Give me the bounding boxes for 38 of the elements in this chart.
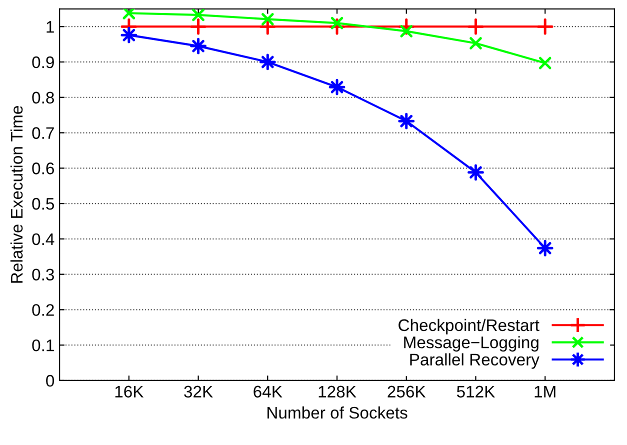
y-axis-title: Relative Execution Time xyxy=(10,106,23,283)
point xyxy=(190,18,206,35)
point xyxy=(470,37,482,50)
y-tick-label: 0.3 xyxy=(32,268,54,281)
y-tick-label: 0.2 xyxy=(32,304,54,316)
y-tick-label: 0.8 xyxy=(32,92,54,104)
x-tick-label: 512K xyxy=(456,386,496,398)
legend-label: Message−Logging xyxy=(404,336,538,352)
y-tick-label: 0.7 xyxy=(32,127,54,139)
x-tick-label: 64K xyxy=(254,386,282,398)
point xyxy=(259,54,276,70)
x-tick-label: 256K xyxy=(388,386,426,398)
y-tick-label: 0.1 xyxy=(32,339,54,352)
x-tick-label: 32K xyxy=(184,386,213,398)
point xyxy=(190,38,206,54)
y-tick-label: 1 xyxy=(46,21,54,33)
y-tick-label: 0.5 xyxy=(32,198,54,210)
point xyxy=(328,78,346,96)
y-tick-label: 0.4 xyxy=(32,233,54,246)
point xyxy=(538,56,552,70)
x-tick-label: 16K xyxy=(115,386,144,398)
y-tick-label: 0 xyxy=(46,374,54,387)
y-tick-label: 0.9 xyxy=(32,56,54,68)
point xyxy=(536,240,554,256)
x-tick-label: 1M xyxy=(534,386,556,398)
point xyxy=(468,164,484,181)
legend-label: Parallel Recovery xyxy=(410,353,540,369)
point xyxy=(536,18,554,35)
y-tick-label: 0.6 xyxy=(32,162,54,174)
point xyxy=(468,18,484,35)
point xyxy=(120,26,138,44)
point xyxy=(398,112,415,130)
point xyxy=(261,13,274,26)
point xyxy=(122,8,136,20)
point xyxy=(192,8,204,22)
legend-label: Checkpoint/Restart xyxy=(398,318,540,334)
x-axis-title: Number of Sockets xyxy=(268,406,408,419)
x-tick-label: 128K xyxy=(318,386,356,398)
